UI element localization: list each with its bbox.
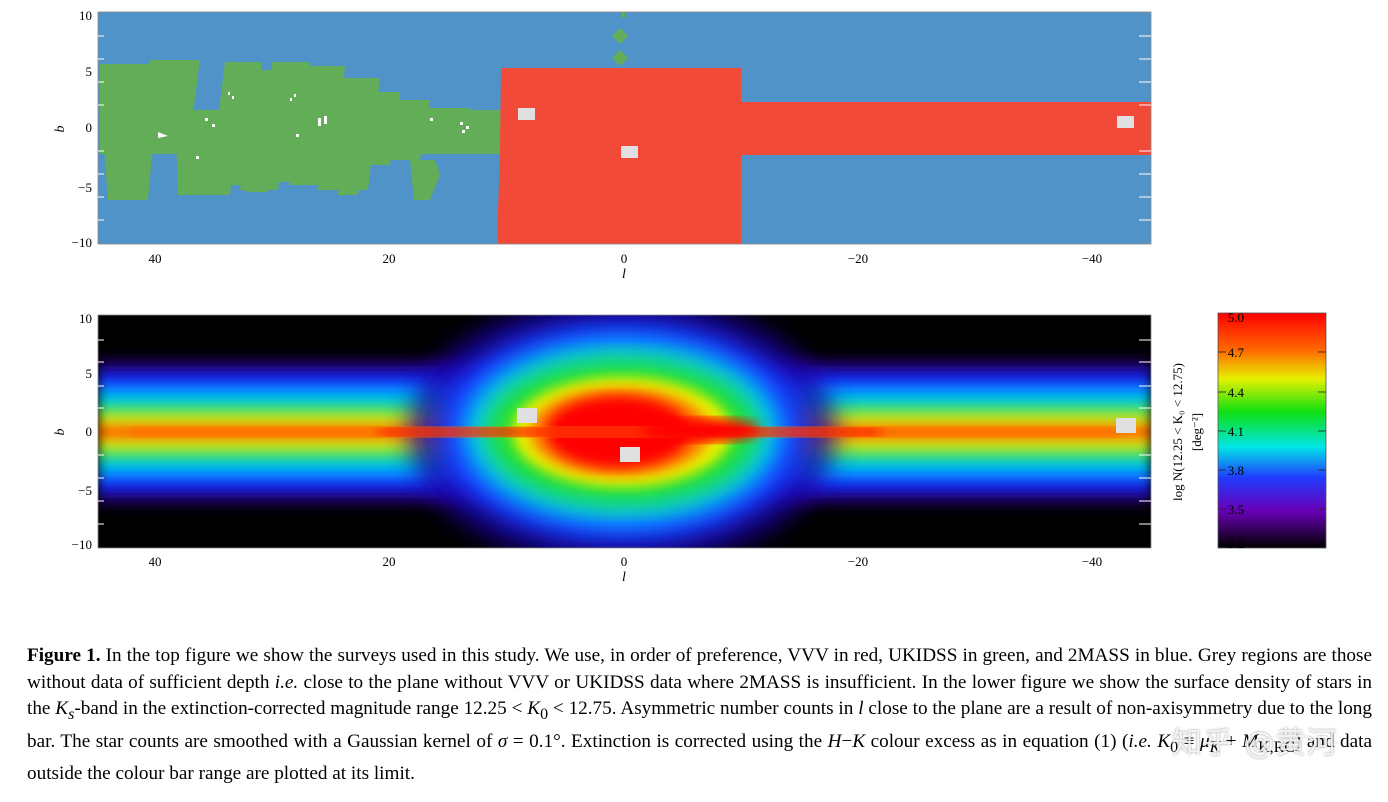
figure-caption: Figure 1. In the top figure we show the … xyxy=(27,643,1372,788)
caption-ks: K xyxy=(55,698,69,720)
top-ytick-4: −10 xyxy=(72,235,92,250)
bottom-frame xyxy=(97,314,1152,549)
caption-l: l xyxy=(858,698,864,720)
bottom-xtick-1: 20 xyxy=(383,554,396,569)
watermark: 知乎 @黄河 xyxy=(1172,726,1338,761)
bottom-xtick-3: −20 xyxy=(848,554,868,569)
bottom-ytick-3: −5 xyxy=(78,483,92,498)
caption-lead: Figure 1. xyxy=(27,645,101,666)
density-map-panel: 10 5 0 −5 −10 40 20 0 −20 −40 l b xyxy=(53,311,1152,585)
bottom-ylabel: b xyxy=(53,429,68,436)
top-xtick-2: 0 xyxy=(621,251,628,266)
bottom-ytick-0: 10 xyxy=(79,311,92,326)
caption-text-10: ≡ xyxy=(1178,730,1200,752)
caption-text-6: = 0.1°. Extinction is corrected using th… xyxy=(507,730,828,752)
bottom-xtick-2: 0 xyxy=(621,554,628,569)
ukidss-holes xyxy=(158,92,469,159)
caption-k0-a: K xyxy=(527,698,541,720)
colorbar: 5.0 4.7 4.4 4.1 3.8 3.5 3.2 log N(12.25 … xyxy=(1170,310,1327,551)
top-ytick-3: −5 xyxy=(78,180,92,195)
colorbar-tick-1: 4.7 xyxy=(1228,345,1245,360)
top-ytick-2: 0 xyxy=(86,120,93,135)
colorbar-tick-2: 4.4 xyxy=(1228,385,1245,400)
caption-text-4: < 12.75. Asymmetric number counts in xyxy=(548,698,859,720)
caption-m: M xyxy=(1242,730,1259,752)
colorbar-tick-3: 4.1 xyxy=(1228,424,1244,439)
colorbar-tick-4: 3.8 xyxy=(1228,463,1244,478)
colorbar-gradient xyxy=(1217,312,1327,549)
caption-k: K xyxy=(852,730,866,752)
caption-text-7: − xyxy=(841,730,853,752)
grey-gap-regions xyxy=(518,108,1134,158)
top-ytick-1: 5 xyxy=(86,64,93,79)
figure-canvas: 10 5 0 −5 −10 40 20 0 −20 −40 l b xyxy=(53,8,1327,585)
caption-sigma: σ xyxy=(497,730,508,752)
caption-mu: μ xyxy=(1199,730,1210,752)
colorbar-label: log N(12.25 < K₀ < 12.75) xyxy=(1170,363,1185,501)
caption-h: H xyxy=(827,730,842,752)
top-xtick-4: −40 xyxy=(1082,251,1102,266)
bottom-xtick-0: 40 xyxy=(149,554,162,569)
caption-ks-sub: s xyxy=(68,706,75,724)
bottom-ytick-1: 5 xyxy=(86,366,93,381)
bottom-xtick-4: −40 xyxy=(1082,554,1102,569)
caption-text-5: close to the plane are a result of non-a… xyxy=(27,698,1372,752)
density-heatmap xyxy=(98,315,1151,548)
bottom-minor-ticks xyxy=(98,339,1151,525)
caption-k0-b-sub: 0 xyxy=(1170,738,1179,756)
caption-ie-1: i.e. xyxy=(274,671,299,693)
ukidss-region xyxy=(100,12,628,200)
bottom-ytick-2: 0 xyxy=(86,424,93,439)
top-xlabel: l xyxy=(622,267,626,282)
colorbar-ticks xyxy=(1218,351,1326,510)
top-xtick-3: −20 xyxy=(848,251,868,266)
colorbar-tick-5: 3.5 xyxy=(1228,502,1244,517)
caption-m-sub: K,RC xyxy=(1258,738,1295,756)
bottom-ytick-4: −10 xyxy=(72,537,92,552)
caption-mu-sub: K xyxy=(1209,738,1221,756)
caption-text-12: ) and data outside the colour bar range … xyxy=(27,730,1373,785)
colorbar-tick-6: 3.2 xyxy=(1228,536,1244,551)
bottom-xlabel: l xyxy=(622,570,626,585)
top-ylabel: b xyxy=(53,126,68,133)
top-frame xyxy=(97,11,1152,245)
top-ytick-0: 10 xyxy=(79,8,92,23)
caption-k0-b: K xyxy=(1157,730,1171,752)
top-minor-ticks xyxy=(98,35,1151,221)
caption-text-2: close to the plane without VVV or UKIDSS… xyxy=(27,671,1373,720)
survey-map-panel: 10 5 0 −5 −10 40 20 0 −20 −40 l b xyxy=(53,8,1152,282)
caption-text-1: In the top figure we show the surveys us… xyxy=(27,645,1372,693)
caption-k0-a-sub: 0 xyxy=(540,706,549,724)
caption-text-8: colour excess as in equation (1) ( xyxy=(865,730,1129,752)
caption-ie-2: i.e. xyxy=(1128,730,1152,752)
top-xtick-0: 40 xyxy=(149,251,162,266)
caption-text-3: -band in the extinction-corrected magnit… xyxy=(74,698,528,720)
colorbar-tick-0: 5.0 xyxy=(1228,310,1244,325)
colorbar-units: [deg⁻²] xyxy=(1189,413,1204,451)
top-xtick-1: 20 xyxy=(383,251,396,266)
density-grey-gaps xyxy=(517,408,1136,462)
caption-text-11: + xyxy=(1220,730,1243,752)
vvv-region xyxy=(497,68,1151,244)
